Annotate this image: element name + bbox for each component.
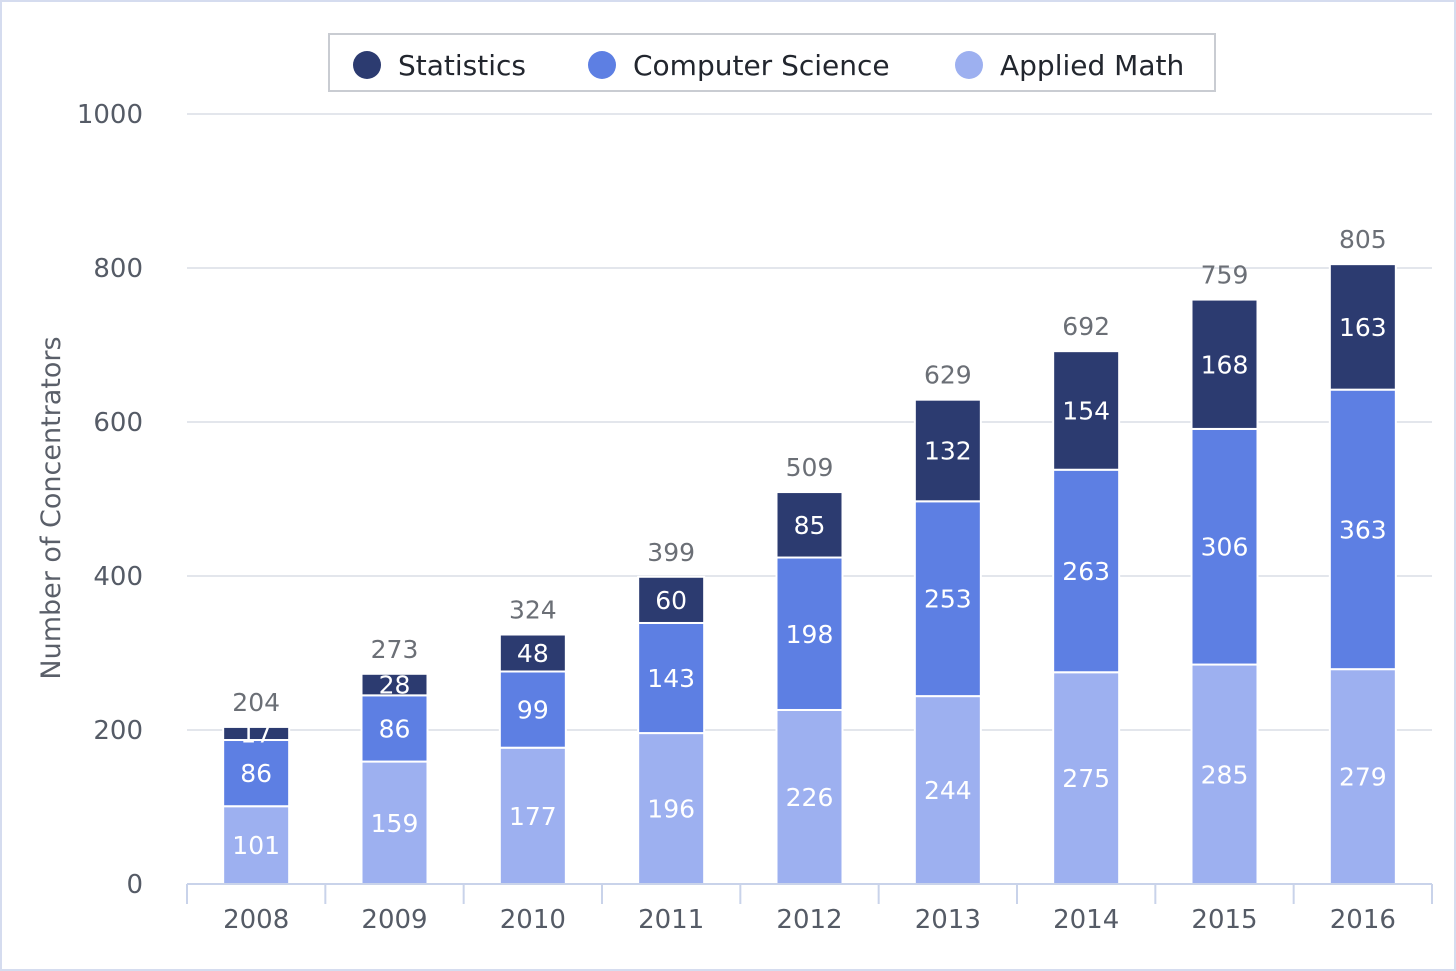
data-label: 60 [655,586,687,615]
bar-segment-statistics [498,633,567,673]
legend-swatch [588,51,616,79]
legend: Statistics Computer Science Applied Math [328,33,1216,92]
y-tick-label: 600 [93,408,143,438]
data-label: 101 [232,831,280,860]
total-label: 805 [1339,225,1387,254]
data-label: 244 [924,776,972,805]
bar-segment-computer-science [775,556,844,711]
y-axis-label: Number of Concentrators [36,336,67,679]
total-label: 509 [786,453,834,482]
x-tick-label: 2012 [776,905,842,935]
data-label: 279 [1339,763,1387,792]
data-label: 196 [647,795,695,824]
bar-segment-computer-science [637,621,706,735]
data-label: 86 [379,714,411,743]
data-label: 143 [647,664,695,693]
data-label: 132 [924,436,972,465]
data-label: 86 [240,759,272,788]
data-label: 363 [1339,515,1387,544]
data-label: 275 [1062,764,1110,793]
bar-segment-computer-science [1052,468,1121,674]
legend-swatch [353,51,381,79]
legend-swatch [955,51,983,79]
legend-label: Statistics [398,49,526,82]
bar-segment-statistics [360,672,429,697]
bar-segment-statistics [1190,298,1259,430]
data-label: 159 [371,809,419,838]
data-label: 263 [1062,557,1110,586]
data-label: 154 [1062,396,1110,425]
x-tick-label: 2016 [1330,905,1396,935]
total-label: 759 [1201,261,1249,290]
data-label: 163 [1339,313,1387,342]
bar-segment-computer-science [1328,388,1397,671]
x-axis: 2008 2009 2010 2011 2012 2013 2014 2015 2016 [186,883,1433,935]
x-tick-label: 2011 [638,905,704,935]
y-tick-label: 1000 [77,100,143,130]
bar-segment-applied-math [1052,671,1121,885]
total-label: 204 [232,688,280,717]
y-tick-label: 800 [93,254,143,284]
x-tick-label: 2013 [915,905,981,935]
x-tick-label: 2014 [1053,905,1119,935]
data-label: 198 [786,620,834,649]
legend-label: Computer Science [633,49,890,82]
data-label: 226 [786,783,834,812]
y-tick-label: 0 [126,870,143,900]
data-label: 17 [240,719,272,748]
total-label: 324 [509,596,557,625]
data-label: 85 [794,511,826,540]
data-label: 253 [924,585,972,614]
x-tick-label: 2009 [361,905,427,935]
bar-segment-statistics [1328,263,1397,391]
bar-segment-computer-science [222,739,291,808]
data-label: 168 [1201,350,1249,379]
data-label: 306 [1201,533,1249,562]
y-tick-label: 200 [93,716,143,746]
total-label: 692 [1062,312,1110,341]
bar-segment-statistics [637,575,706,624]
bar-segment-statistics [222,725,291,742]
legend-label: Applied Math [1000,49,1184,82]
data-label: 48 [517,639,549,668]
y-tick-label: 400 [93,562,143,592]
bar-segment-statistics [1052,350,1121,471]
legend-box [328,33,1216,92]
data-label: 99 [517,696,549,725]
bar-segment-statistics [775,491,844,559]
y-axis-ticks: 0 200 400 600 800 1000 [77,100,143,900]
total-label: 273 [371,635,419,664]
x-tick-label: 2010 [500,905,566,935]
x-tick-label: 2008 [223,905,289,935]
bar-segment-applied-math [1190,663,1259,885]
total-label: 399 [647,538,695,567]
data-label: 285 [1201,760,1249,789]
bar-segment-statistics [913,398,982,503]
data-label: 28 [379,671,411,700]
total-label: 629 [924,361,972,390]
data-label: 177 [509,802,557,831]
x-tick-label: 2015 [1191,905,1257,935]
